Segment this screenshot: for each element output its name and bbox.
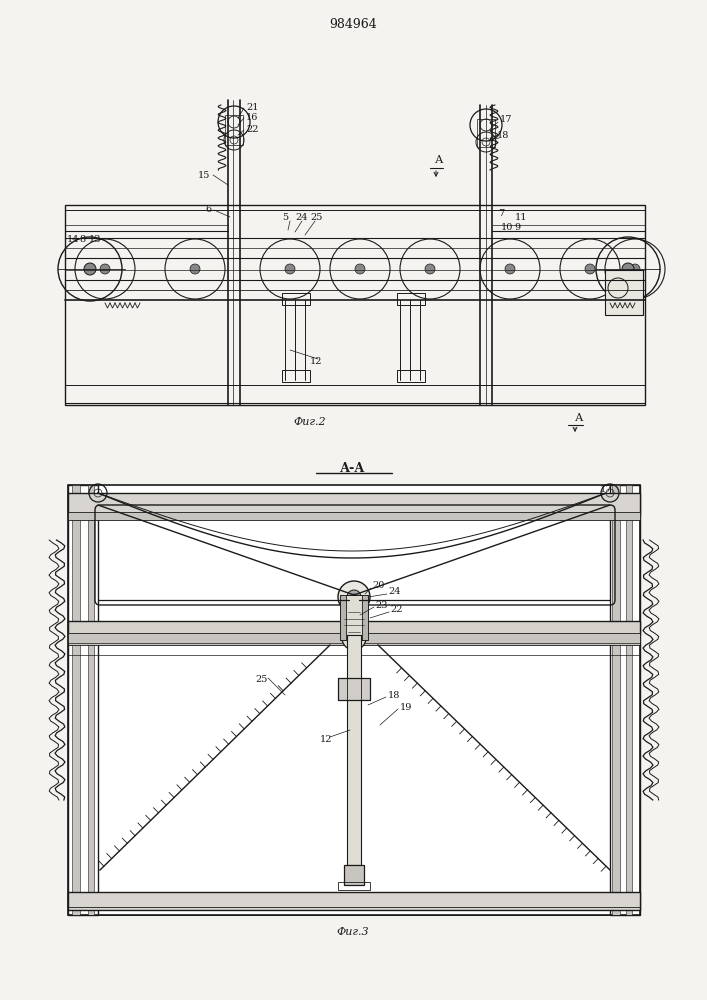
Text: 12: 12 <box>320 736 332 744</box>
Bar <box>612 485 620 915</box>
Text: 984964: 984964 <box>329 18 377 31</box>
Circle shape <box>338 581 370 613</box>
Bar <box>68 485 98 915</box>
Bar <box>68 512 640 520</box>
Text: 9: 9 <box>514 223 520 232</box>
Bar <box>68 633 640 645</box>
Text: 13: 13 <box>89 235 102 244</box>
Circle shape <box>342 626 366 650</box>
Text: 10: 10 <box>501 223 513 232</box>
Circle shape <box>425 264 435 274</box>
Text: А-А: А-А <box>340 462 366 475</box>
Ellipse shape <box>342 604 366 640</box>
Text: 15: 15 <box>198 170 211 180</box>
Bar <box>68 493 640 515</box>
Circle shape <box>100 264 110 274</box>
Bar <box>477 119 495 147</box>
Bar <box>72 485 80 915</box>
Bar <box>347 635 361 865</box>
Text: 19: 19 <box>400 702 412 712</box>
Text: 23: 23 <box>375 600 387 609</box>
Bar <box>282 293 310 305</box>
Circle shape <box>84 263 96 275</box>
Text: 17: 17 <box>600 486 612 494</box>
Bar <box>340 595 346 640</box>
Bar <box>340 595 368 640</box>
Bar <box>282 370 310 382</box>
Text: Фиг.2: Фиг.2 <box>293 417 327 427</box>
Text: 22: 22 <box>390 605 402 614</box>
Bar <box>362 595 368 640</box>
Text: 17: 17 <box>500 115 513 124</box>
Text: 20: 20 <box>372 582 385 590</box>
Bar <box>338 678 370 700</box>
Text: 24: 24 <box>295 214 308 223</box>
Text: 6: 6 <box>205 206 211 215</box>
Bar <box>338 678 370 700</box>
Circle shape <box>585 264 595 274</box>
Bar <box>397 293 425 305</box>
Text: 5: 5 <box>282 214 288 223</box>
Bar <box>88 485 94 915</box>
Bar <box>68 643 640 655</box>
Text: 21: 21 <box>246 104 259 112</box>
Text: 25: 25 <box>310 214 322 223</box>
Circle shape <box>355 264 365 274</box>
Text: 22: 22 <box>246 125 259 134</box>
Bar <box>605 270 643 315</box>
Text: 16: 16 <box>246 113 258 122</box>
Text: 12: 12 <box>310 358 322 366</box>
Circle shape <box>505 264 515 274</box>
Circle shape <box>352 636 356 640</box>
Circle shape <box>622 263 634 275</box>
Text: 18: 18 <box>388 690 400 700</box>
Bar <box>610 485 640 915</box>
Circle shape <box>349 633 359 643</box>
Text: 11: 11 <box>515 213 527 222</box>
Text: А: А <box>575 413 583 423</box>
Text: 18: 18 <box>497 131 509 140</box>
Bar <box>344 865 364 885</box>
Bar <box>65 205 645 405</box>
Bar <box>397 370 425 382</box>
Bar <box>338 882 370 890</box>
Text: 14: 14 <box>67 235 79 244</box>
Bar <box>68 892 640 910</box>
Text: 8: 8 <box>79 235 85 244</box>
Circle shape <box>285 264 295 274</box>
Circle shape <box>347 590 361 604</box>
Text: А: А <box>435 155 443 165</box>
Text: 25: 25 <box>255 676 267 684</box>
Text: 24: 24 <box>388 587 400 596</box>
Text: Фиг.3: Фиг.3 <box>337 927 369 937</box>
Circle shape <box>351 594 357 600</box>
Bar <box>626 485 632 915</box>
Bar <box>68 907 640 915</box>
Bar <box>225 115 243 145</box>
Text: 7: 7 <box>498 210 504 219</box>
Bar <box>68 621 640 635</box>
Bar <box>68 485 640 915</box>
Circle shape <box>190 264 200 274</box>
Circle shape <box>630 264 640 274</box>
